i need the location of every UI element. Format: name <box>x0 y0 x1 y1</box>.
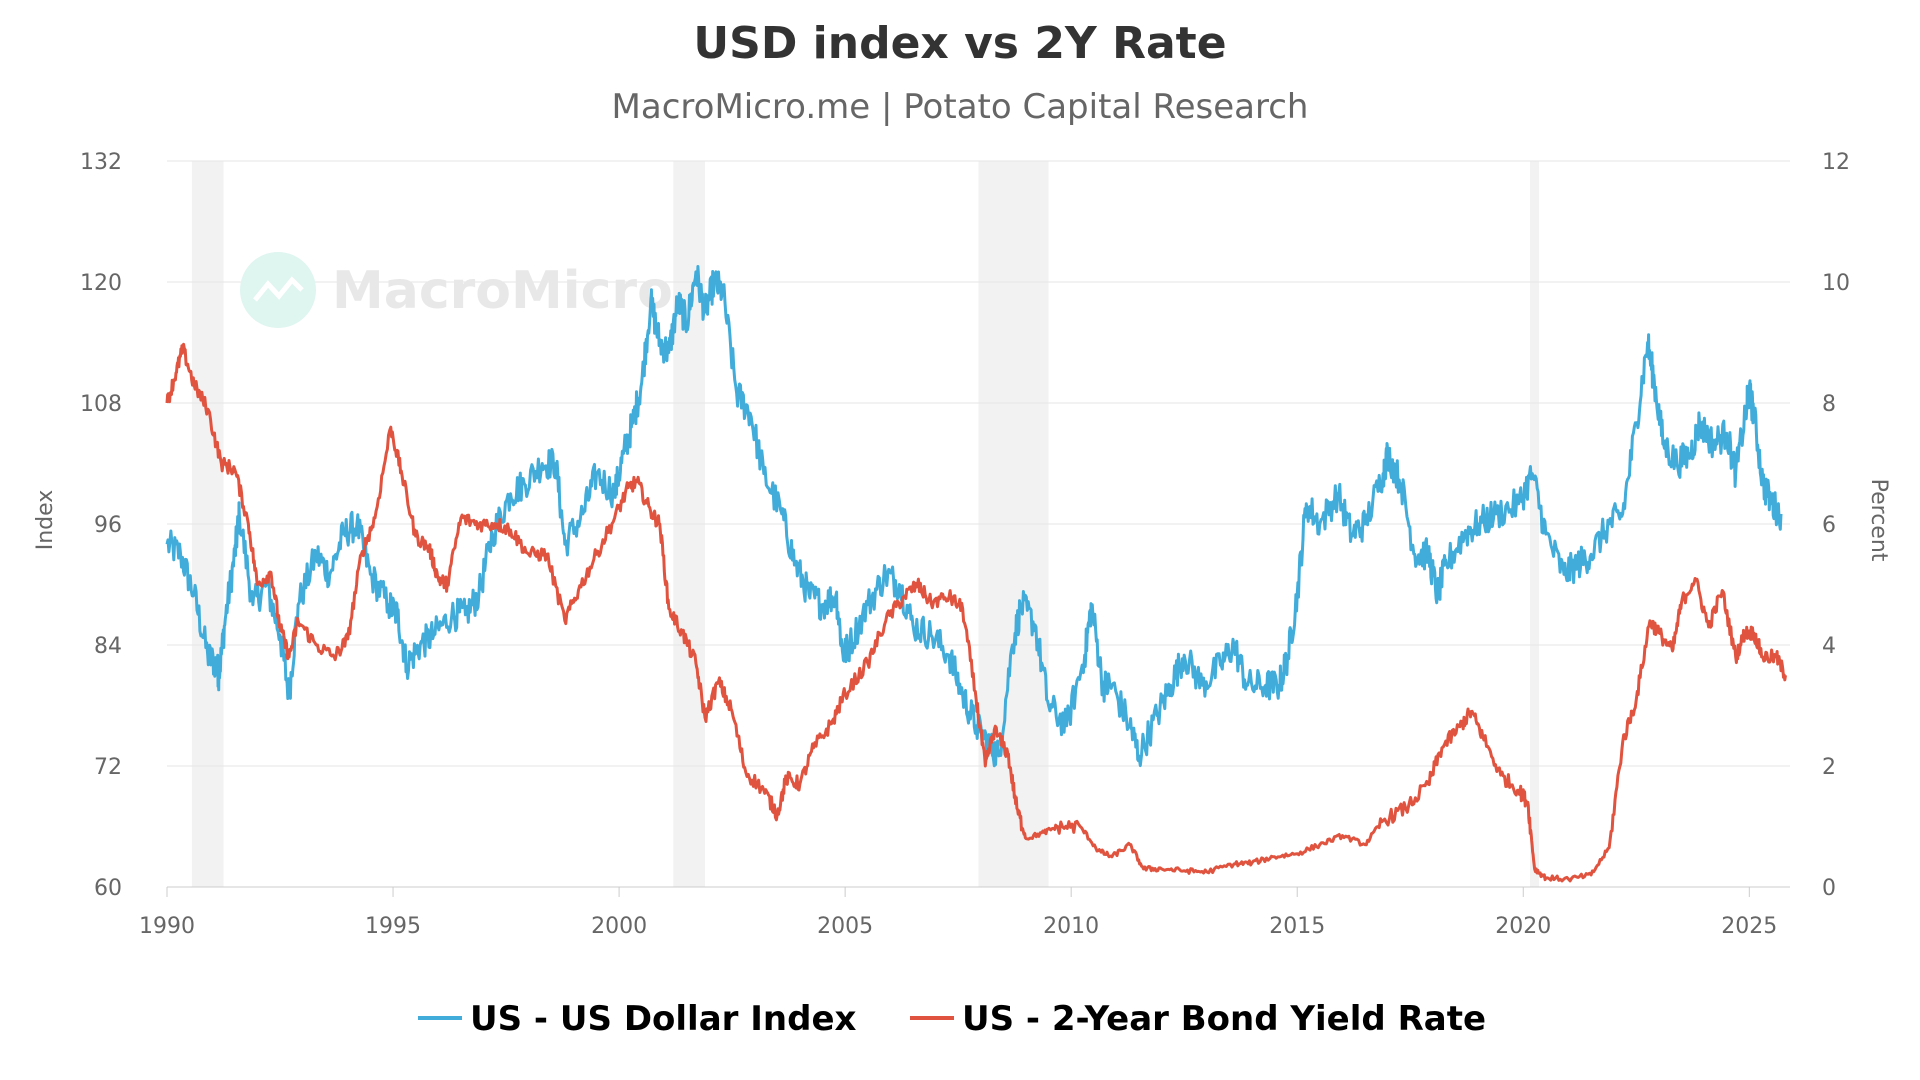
right-axis-ticks: 0 2 4 6 8 10 12 <box>1822 150 1850 901</box>
right-tick-label: 2 <box>1822 755 1836 780</box>
watermark-text: MacroMicro <box>332 261 673 321</box>
x-tick-label: 2020 <box>1495 914 1551 939</box>
left-tick-label: 132 <box>80 150 122 175</box>
left-axis-ticks: 60 72 84 96 108 120 132 <box>80 150 122 901</box>
gridlines <box>167 160 1790 888</box>
right-tick-label: 12 <box>1822 150 1850 175</box>
legend-label-2y-yield: US - 2-Year Bond Yield Rate <box>962 999 1486 1039</box>
legend-item-usd-index[interactable]: US - US Dollar Index <box>418 999 857 1039</box>
x-tick-label: 2010 <box>1043 914 1099 939</box>
x-tick-label: 1995 <box>365 914 421 939</box>
legend: US - US Dollar Index US - 2-Year Bond Yi… <box>418 999 1486 1039</box>
left-tick-label: 72 <box>94 755 122 780</box>
series-line-2y-yield[interactable] <box>165 342 1787 883</box>
x-tick-label: 2000 <box>591 914 647 939</box>
x-axis-ticks: 1990 1995 2000 2005 2010 2015 2020 2025 <box>139 887 1777 939</box>
left-tick-label: 108 <box>80 392 122 417</box>
left-tick-label: 96 <box>94 513 122 538</box>
series-line-usd-index[interactable] <box>165 265 1783 768</box>
right-tick-label: 4 <box>1822 634 1836 659</box>
watermark-logo-icon <box>240 252 316 328</box>
left-axis-title: Index <box>33 490 58 551</box>
watermark-chart-icon <box>253 276 304 302</box>
chart-title: USD index vs 2Y Rate <box>693 18 1226 69</box>
left-tick-label: 120 <box>80 271 122 296</box>
x-tick-label: 2025 <box>1721 914 1777 939</box>
right-axis-title: Percent <box>1866 479 1891 562</box>
x-tick-label: 2005 <box>817 914 873 939</box>
right-tick-label: 10 <box>1822 271 1850 296</box>
right-tick-label: 6 <box>1822 513 1836 538</box>
left-tick-label: 60 <box>94 876 122 901</box>
x-tick-label: 2015 <box>1269 914 1325 939</box>
series-lines <box>165 265 1787 883</box>
watermark: MacroMicro <box>240 252 673 328</box>
legend-label-usd-index: US - US Dollar Index <box>470 999 857 1039</box>
chart-subtitle: MacroMicro.me | Potato Capital Research <box>612 87 1309 127</box>
x-tick-label: 1990 <box>139 914 195 939</box>
right-tick-label: 8 <box>1822 392 1836 417</box>
right-tick-label: 0 <box>1822 876 1836 901</box>
left-tick-label: 84 <box>94 634 122 659</box>
legend-item-2y-yield[interactable]: US - 2-Year Bond Yield Rate <box>910 999 1486 1039</box>
